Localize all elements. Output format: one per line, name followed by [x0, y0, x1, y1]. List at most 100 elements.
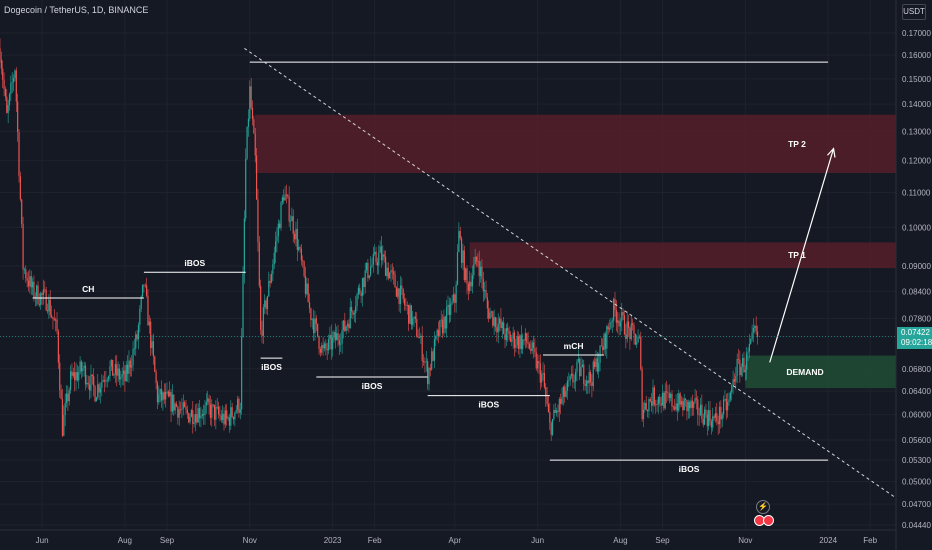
- time-axis: Jun Aug Sep Nov 2023 Feb Apr Jun Aug Sep Nov 2024 Fe…: [36, 536, 878, 545]
- candle-body: [580, 367, 582, 377]
- candle-body: [534, 347, 536, 353]
- candle-body: [543, 373, 545, 388]
- event-badges[interactable]: [754, 515, 776, 526]
- candle-body: [437, 329, 440, 336]
- candle-body: [619, 321, 622, 327]
- currency-unit-button[interactable]: USDT: [902, 4, 926, 20]
- candle-body: [477, 261, 479, 262]
- candle-body: [348, 323, 350, 329]
- candle-body: [185, 406, 187, 410]
- candle-body: [722, 399, 725, 415]
- candle-body: [314, 318, 316, 334]
- candle-body: [523, 339, 525, 341]
- candle-body: [531, 342, 533, 351]
- candle-body: [686, 399, 688, 412]
- event-badge-icon[interactable]: [763, 515, 774, 526]
- candle-body: [200, 416, 202, 419]
- candle-body: [512, 332, 514, 339]
- price-tick-label: 0.15000: [902, 75, 931, 84]
- candle-body: [463, 250, 465, 280]
- candle-body: [125, 364, 127, 382]
- candle-body: [450, 303, 452, 315]
- candle-body: [397, 288, 399, 297]
- candle-body: [292, 216, 294, 235]
- candle-body: [754, 325, 756, 328]
- candles-layer: [0, 38, 759, 441]
- candle-body: [682, 401, 684, 411]
- candle-body: [687, 402, 689, 412]
- candle-body: [748, 343, 750, 352]
- candle-body: [743, 357, 745, 373]
- candle-body: [431, 351, 433, 370]
- candle-body: [118, 368, 121, 380]
- candle-body: [517, 336, 520, 349]
- candle-body: [558, 399, 560, 412]
- candle-body: [83, 365, 85, 369]
- price-tick-label: 0.04700: [902, 500, 931, 509]
- time-tick-label: 2024: [819, 536, 837, 545]
- candle-body: [356, 294, 358, 307]
- candle-body: [633, 325, 635, 334]
- candle-body: [74, 372, 76, 381]
- candle-body: [184, 402, 186, 407]
- candle-body: [508, 331, 510, 335]
- candle-body: [455, 284, 457, 303]
- candle-body: [498, 318, 501, 324]
- candle-body: [630, 323, 632, 340]
- candle-body: [695, 398, 698, 400]
- price-tick-label: 0.04440: [902, 521, 931, 530]
- candle-body: [556, 410, 558, 413]
- candle-body: [589, 372, 592, 383]
- candle-body: [428, 368, 430, 385]
- candle-body: [304, 275, 307, 294]
- candle-body: [427, 361, 429, 385]
- candle-body: [144, 284, 146, 286]
- candle-body: [569, 375, 571, 381]
- candle-body: [93, 376, 95, 387]
- candle-body: [501, 322, 503, 328]
- candle-body: [678, 393, 680, 411]
- candle-body: [547, 404, 550, 413]
- candle-body: [375, 251, 377, 263]
- candle-body: [205, 402, 207, 406]
- candle-body: [313, 319, 315, 334]
- lightning-icon[interactable]: ⚡: [756, 500, 770, 514]
- candle-body: [166, 391, 168, 393]
- candle-body: [645, 402, 647, 410]
- candle-body: [661, 392, 664, 406]
- candle-body: [315, 318, 317, 324]
- candle-body: [596, 358, 598, 372]
- candle-body: [352, 311, 354, 315]
- candle-body: [724, 398, 726, 400]
- candle-body: [528, 344, 531, 349]
- candle-body: [75, 371, 77, 381]
- price-tick-label: 0.11000: [902, 188, 931, 197]
- candle-body: [671, 393, 673, 407]
- candle-body: [122, 370, 125, 375]
- time-tick-label: Apr: [449, 536, 462, 545]
- candle-body: [737, 358, 740, 360]
- candle-body: [268, 280, 270, 297]
- candle-body: [564, 386, 566, 397]
- candle-body: [714, 413, 717, 418]
- candle-body: [239, 409, 241, 413]
- candle-body: [539, 363, 541, 383]
- candle-body: [675, 403, 677, 410]
- candle-body: [141, 284, 144, 297]
- candle-body: [402, 288, 404, 299]
- candle-body: [213, 404, 216, 420]
- candle-body: [636, 342, 638, 345]
- candle-body: [516, 336, 518, 345]
- candle-body: [254, 133, 256, 156]
- candle-body: [632, 323, 634, 326]
- candle-body: [31, 281, 34, 288]
- candle-body: [242, 273, 244, 337]
- candle-body: [321, 345, 323, 353]
- candle-body: [708, 410, 710, 427]
- candle-body: [223, 413, 225, 425]
- price-tick-label: 0.05000: [902, 477, 931, 486]
- candle-body: [78, 372, 80, 381]
- time-tick-label: Jun: [36, 536, 49, 545]
- candle-body: [622, 312, 624, 316]
